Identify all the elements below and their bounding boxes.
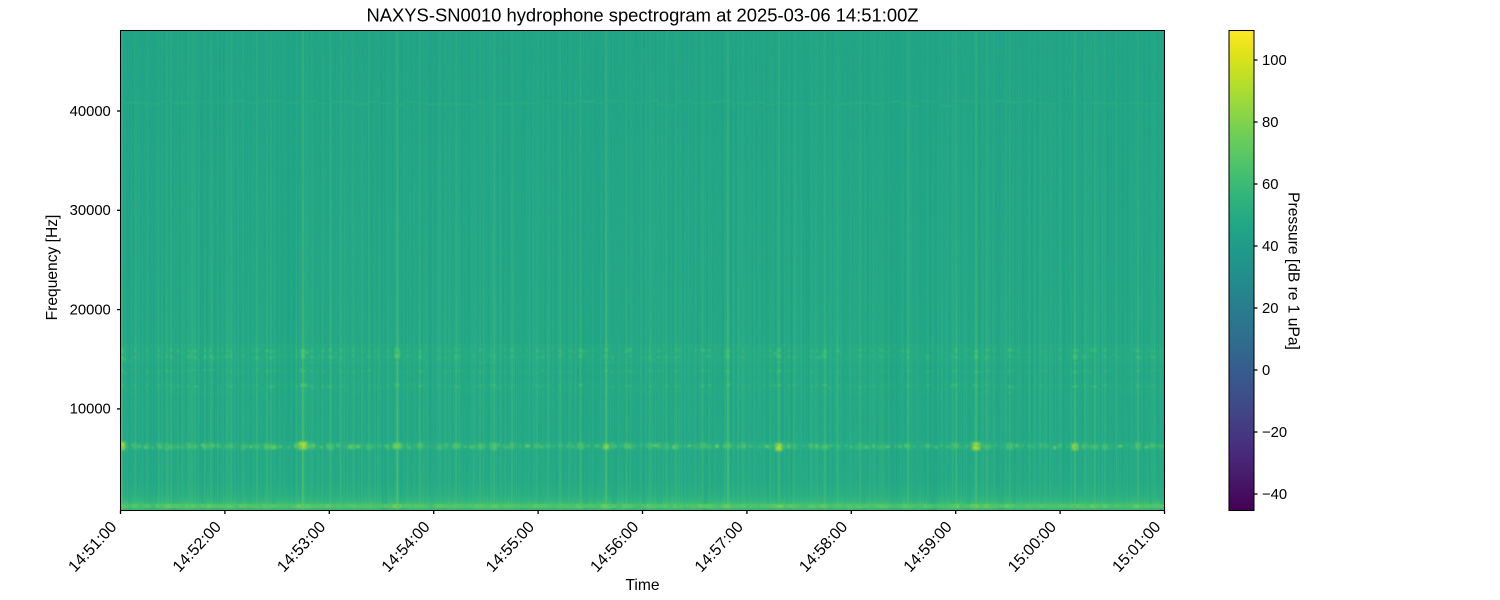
svg-text:100: 100 [1262,53,1287,69]
svg-text:60: 60 [1262,177,1278,193]
svg-text:NAXYS-SN0010 hydrophone spectr: NAXYS-SN0010 hydrophone spectrogram at 2… [366,5,918,26]
svg-text:80: 80 [1262,115,1278,131]
svg-text:0: 0 [1262,363,1270,379]
svg-text:20: 20 [1262,301,1278,317]
svg-text:40: 40 [1262,239,1278,255]
svg-text:−20: −20 [1262,425,1287,441]
svg-text:30000: 30000 [70,203,111,219]
svg-text:−40: −40 [1262,487,1287,503]
svg-text:Time: Time [625,577,659,594]
svg-text:Pressure [dB re 1 uPa]: Pressure [dB re 1 uPa] [1285,192,1302,350]
svg-text:Frequency [Hz]: Frequency [Hz] [44,215,61,321]
svg-text:20000: 20000 [70,302,111,318]
svg-text:10000: 10000 [70,402,111,418]
svg-text:40000: 40000 [70,104,111,120]
